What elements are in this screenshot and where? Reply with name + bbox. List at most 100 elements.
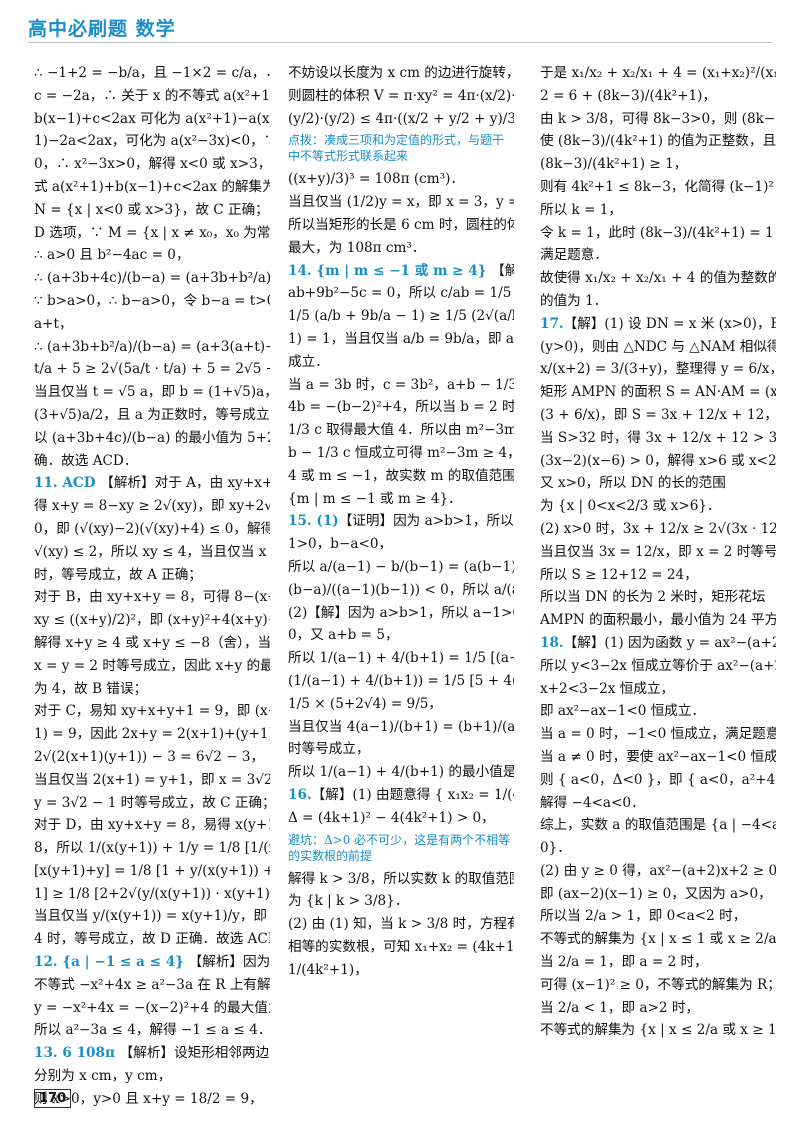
text-line: 1] ≥ 1/8 [2+2√(y/(x(y+1)) · x(y+1)/y)] =…	[34, 885, 270, 902]
text-line: ab+9b²−5c = 0，所以 c/ab = 1/5 · (a²−ab+9b²…	[288, 285, 514, 302]
text-line: 以 (a+3b+4c)/(b−a) 的最小值为 5+2√5，故 D 正	[34, 429, 270, 446]
problem-number: 13. 6 108π	[34, 1045, 120, 1062]
text-line: b − 1/3 c 恒成立可得 m²−3m ≥ 4，解得 m ≥	[288, 444, 514, 461]
annotation-note: 避坑：Δ>0 必不可少，这是有两个不相等的实数根的前提	[288, 832, 511, 863]
text-line: 所以 k = 1，	[540, 201, 623, 218]
text-line: 解得 −4<a<0．	[540, 794, 645, 811]
text-line: 当且仅当 2(x+1) = y+1，即 x = 3√2/2 − 1，	[34, 771, 270, 788]
text-line: 所以当 DN 的长为 2 米时，矩形花坛	[540, 589, 766, 606]
text-line: 17.【解】(1) 设 DN = x 米 (x>0)，BM = y 米	[540, 315, 776, 332]
text-line: (3x−2)(x−6) > 0，解得 x>6 或 x<2/3，	[540, 452, 776, 469]
text-line: x/(x+2) = 3/(3+y)，整理得 y = 6/x，	[540, 361, 776, 378]
text-line: 1) = 1，当且仅当 a/b = 9b/a，即 a = 3b 时，等号	[288, 330, 514, 347]
text-line: 8，所以 1/(x(y+1)) + 1/y = 1/8 [1/(x(y+1)) …	[34, 840, 270, 857]
text-line: 可得 (x−1)² ≥ 0，不等式的解集为 R；	[540, 976, 776, 993]
text-line: 相等的实数根，可知 x₁+x₂ = (4k+1)/(4k²+1)，x₁x₂ =	[288, 938, 514, 955]
text-line: 于是 x₁/x₂ + x₂/x₁ + 4 = (x₁+x₂)²/(x₁x₂) +…	[540, 65, 776, 81]
text-line: 当且仅当 y/(x(y+1)) = x(y+1)/y，即 x = 4/5，y =	[34, 908, 270, 925]
text-line: 最大，为 108π cm³．	[288, 239, 426, 256]
text-line: 满足题意．	[540, 247, 608, 264]
text-line: 当 a ≠ 0 时，要使 ax²−ax−1<0 恒成立，	[540, 748, 776, 765]
text-line: 不等式的解集为 {x | x ≤ 2/a 或 x ≥ 1}．	[540, 1022, 776, 1039]
text-line: 当 a = 0 时，−1<0 恒成立，满足题意；	[540, 726, 776, 743]
text-line: 所以 1/(a−1) + 4/(b+1) = 1/5 [(a−1)+(b+1)]…	[288, 650, 514, 667]
text-line: 1>0，b−a<0，	[288, 536, 393, 553]
column-right: 于是 x₁/x₂ + x₂/x₁ + 4 = (x₁+x₂)²/(x₁x₂) +…	[540, 62, 776, 1042]
text-line: [x(y+1)+y] = 1/8 [1 + y/(x(y+1)) + x(y+1…	[34, 862, 270, 879]
text-line: D 选项，∵ M = {x | x ≠ x₀，x₀ 为常数}，	[34, 224, 270, 241]
column-middle: 不妨设以长度为 x cm 的边进行旋转， 则圆柱的体积 V = π·xy² = 4…	[288, 62, 514, 981]
text-line: (3 + 6/x)，即 S = 3x + 12/x + 12，	[540, 406, 776, 423]
text-line: 成立．	[288, 353, 329, 370]
text-line: 不等式的解集为 {x | x ≤ 1 或 x ≥ 2/a}；	[540, 931, 776, 948]
text-line: 式 a(x²+1)+b(x−1)+c<2ax 的解集为	[34, 178, 270, 195]
text-line: 当 2/a < 1，即 a>2 时，	[540, 999, 700, 1016]
text-line: 0，即 (√(xy)−2)(√(xy)+4) ≤ 0，解得 0<	[34, 520, 270, 537]
text-line: 4b = −(b−2)²+4，所以当 b = 2 时，a+b−	[288, 399, 514, 416]
text-line: ∴ −1+2 = −b/a，且 −1×2 = c/a，∴ b = −a，	[34, 65, 270, 81]
text-line: 12. {a | −1 ≤ a ≤ 4} 【解析】因为关于 x 的	[34, 954, 270, 971]
text-line: a+t，	[34, 315, 73, 332]
text-line: 即 (ax−2)(x−1) ≥ 0，又因为 a>0，	[540, 885, 772, 902]
text-line: ∴ (a+3b+b²/a)/(b−a) = (a+3(a+t)+(a+t)²/a…	[34, 338, 270, 355]
text-line: 则 { a<0，Δ<0 }，即 { a<0，a²+4a<0 }，	[540, 771, 776, 788]
text-line: 1) = 9，因此 2x+y = 2(x+1)+(y+1)−3 ≥	[34, 726, 270, 743]
text-line: y = −x²+4x = −(x−2)²+4 的最大值为 4，	[34, 999, 270, 1016]
text-line: 为 {x | 0<x<2/3 或 x>6}．	[540, 498, 721, 515]
text-line: 1/(4k²+1)，	[288, 961, 368, 978]
text-line: AMPN 的面积最小，最小值为 24 平方米．	[540, 612, 776, 629]
text-line: b(x−1)+c<2ax 可化为 a(x²+1)−a(x−	[34, 110, 270, 127]
text-line: 所以当矩形的长是 6 cm 时，圆柱的体积	[288, 216, 514, 233]
text-line: 使 (8k−3)/(4k²+1) 的值为正整数，且 k 为整数，则	[540, 133, 776, 150]
text-line: (2) x>0 时，3x + 12/x ≥ 2√(3x · 12/x) = 12…	[540, 520, 776, 537]
text-line: 解得 x+y ≥ 4 或 x+y ≤ −8（舍），当且仅当	[34, 634, 270, 651]
text-line: 分别为 x cm，y cm，	[34, 1068, 172, 1085]
text-line: 1/3 c 取得最大值 4．所以由 m²−3m ≥ a+	[288, 422, 514, 439]
text-line: ∴ a>0 且 b²−4ac = 0，	[34, 247, 190, 264]
text-line: 4 时，等号成立，故 D 正确．故选 ACD．	[34, 931, 270, 948]
text-line: 由 k > 3/8，可得 8k−3>0，则 (8k−3)/(4k²+1) > 0…	[540, 110, 776, 127]
text-line: 的值为 1．	[540, 292, 608, 309]
text-line: y = 3√2 − 1 时等号成立，故 C 正确；	[34, 794, 270, 811]
text-line: (2)【解】因为 a>b>1，所以 a−1>0，b+1>	[288, 604, 514, 621]
text-line: 2 = 6 + (8k−3)/(4k²+1)，	[540, 87, 717, 104]
text-line: 所以当 2/a > 1，即 0<a<2 时，	[540, 908, 747, 925]
text-line: 1/5 (a/b + 9b/a − 1) ≥ 1/5 (2√(a/b · 9b/…	[288, 308, 514, 325]
text-line: (y/2)·(y/2) ≤ 4π·((x/2 + y/2 + y)/3)³ = …	[288, 110, 514, 127]
text-line: (2) 由 (1) 知，当 k > 3/8 时，方程有两个不	[288, 916, 514, 933]
problem-number: 16.	[288, 786, 312, 803]
text-line: 时，等号成立，故 A 正确；	[34, 566, 202, 583]
text-line: Δ = (4k+1)² − 4(4k²+1) > 0，	[288, 809, 495, 826]
text-line: c = −2a，∴ 关于 x 的不等式 a(x²+1)+	[34, 87, 270, 104]
problem-number: 11. ACD	[34, 475, 101, 492]
text-line: {m | m ≤ −1 或 m ≥ 4}．	[288, 490, 462, 507]
text-line: (3+√5)a/2，且 a 为正数时，等号成立，所	[34, 406, 270, 423]
text-line: 不妨设以长度为 x cm 的边进行旋转，	[288, 65, 514, 81]
text-line: 得 x+y = 8−xy ≥ 2√(xy)，即 xy+2√(xy)−8 ≤	[34, 498, 270, 515]
text-line: 当且仅当 (1/2)y = x，即 x = 3，y = 6 时取等号，	[288, 194, 514, 211]
text-line: √(xy) ≤ 2，所以 xy ≤ 4，当且仅当 x = y = 2	[34, 543, 270, 560]
text-line: 16.【解】(1) 由题意得 { x₁x₂ = 1/(4k²+1) > 0，	[288, 786, 514, 803]
text-line: 故使得 x₁/x₂ + x₂/x₁ + 4 的值为整数的整数 k	[540, 270, 776, 287]
text-line: N = {x | x<0 或 x>3}，故 C 正确；	[34, 201, 269, 218]
text-line: 综上，实数 a 的取值范围是 {a | −4<a ≤	[540, 817, 776, 834]
text-line: 18.【解】(1) 因为函数 y = ax²−(a+2)x+2，	[540, 634, 776, 651]
text-line: 令 k = 1，此时 (8k−3)/(4k²+1) = 1 为整数，则 k = …	[540, 224, 776, 241]
header-divider	[28, 42, 772, 43]
problem-number: 15. (1)	[288, 513, 339, 530]
text-line: 15. (1)【证明】因为 a>b>1，所以 a−1>0，b−	[288, 513, 514, 530]
text-line: 13. 6 108π 【解析】设矩形相邻两边的长	[34, 1045, 270, 1062]
page-header: 高中必刷题 数学	[28, 12, 772, 43]
text-line: 当且仅当 4(a−1)/(b+1) = (b+1)/(a−1)，即 a = 8/…	[288, 718, 514, 735]
text-line: 1)−2a<2ax，可化为 a(x²−3x)<0，∵ a<	[34, 133, 270, 150]
annotation-note: 点拨：凑成三项和为定值的形式，与题干中不等式形式联系起来	[288, 133, 505, 164]
book-title: 高中必刷题 数学	[28, 18, 176, 40]
text-line: 0，又 a+b = 5，	[288, 627, 399, 644]
text-line: 对于 B，由 xy+x+y = 8，可得 8−(x+y) =	[34, 589, 270, 606]
text-line: 为 4，故 B 错误；	[34, 680, 148, 697]
text-line: 时等号成立，	[288, 741, 370, 758]
text-line: 11. ACD 【解析】对于 A，由 xy+x+y = 8，可	[34, 475, 270, 492]
text-line: 2√(2(x+1)(y+1)) − 3 = 6√2 − 3，	[34, 748, 265, 765]
text-line: 当 2/a = 1，即 a = 2 时，	[540, 954, 708, 971]
text-line: 则 x>0，y>0 且 x+y = 18/2 = 9，	[34, 1090, 263, 1107]
